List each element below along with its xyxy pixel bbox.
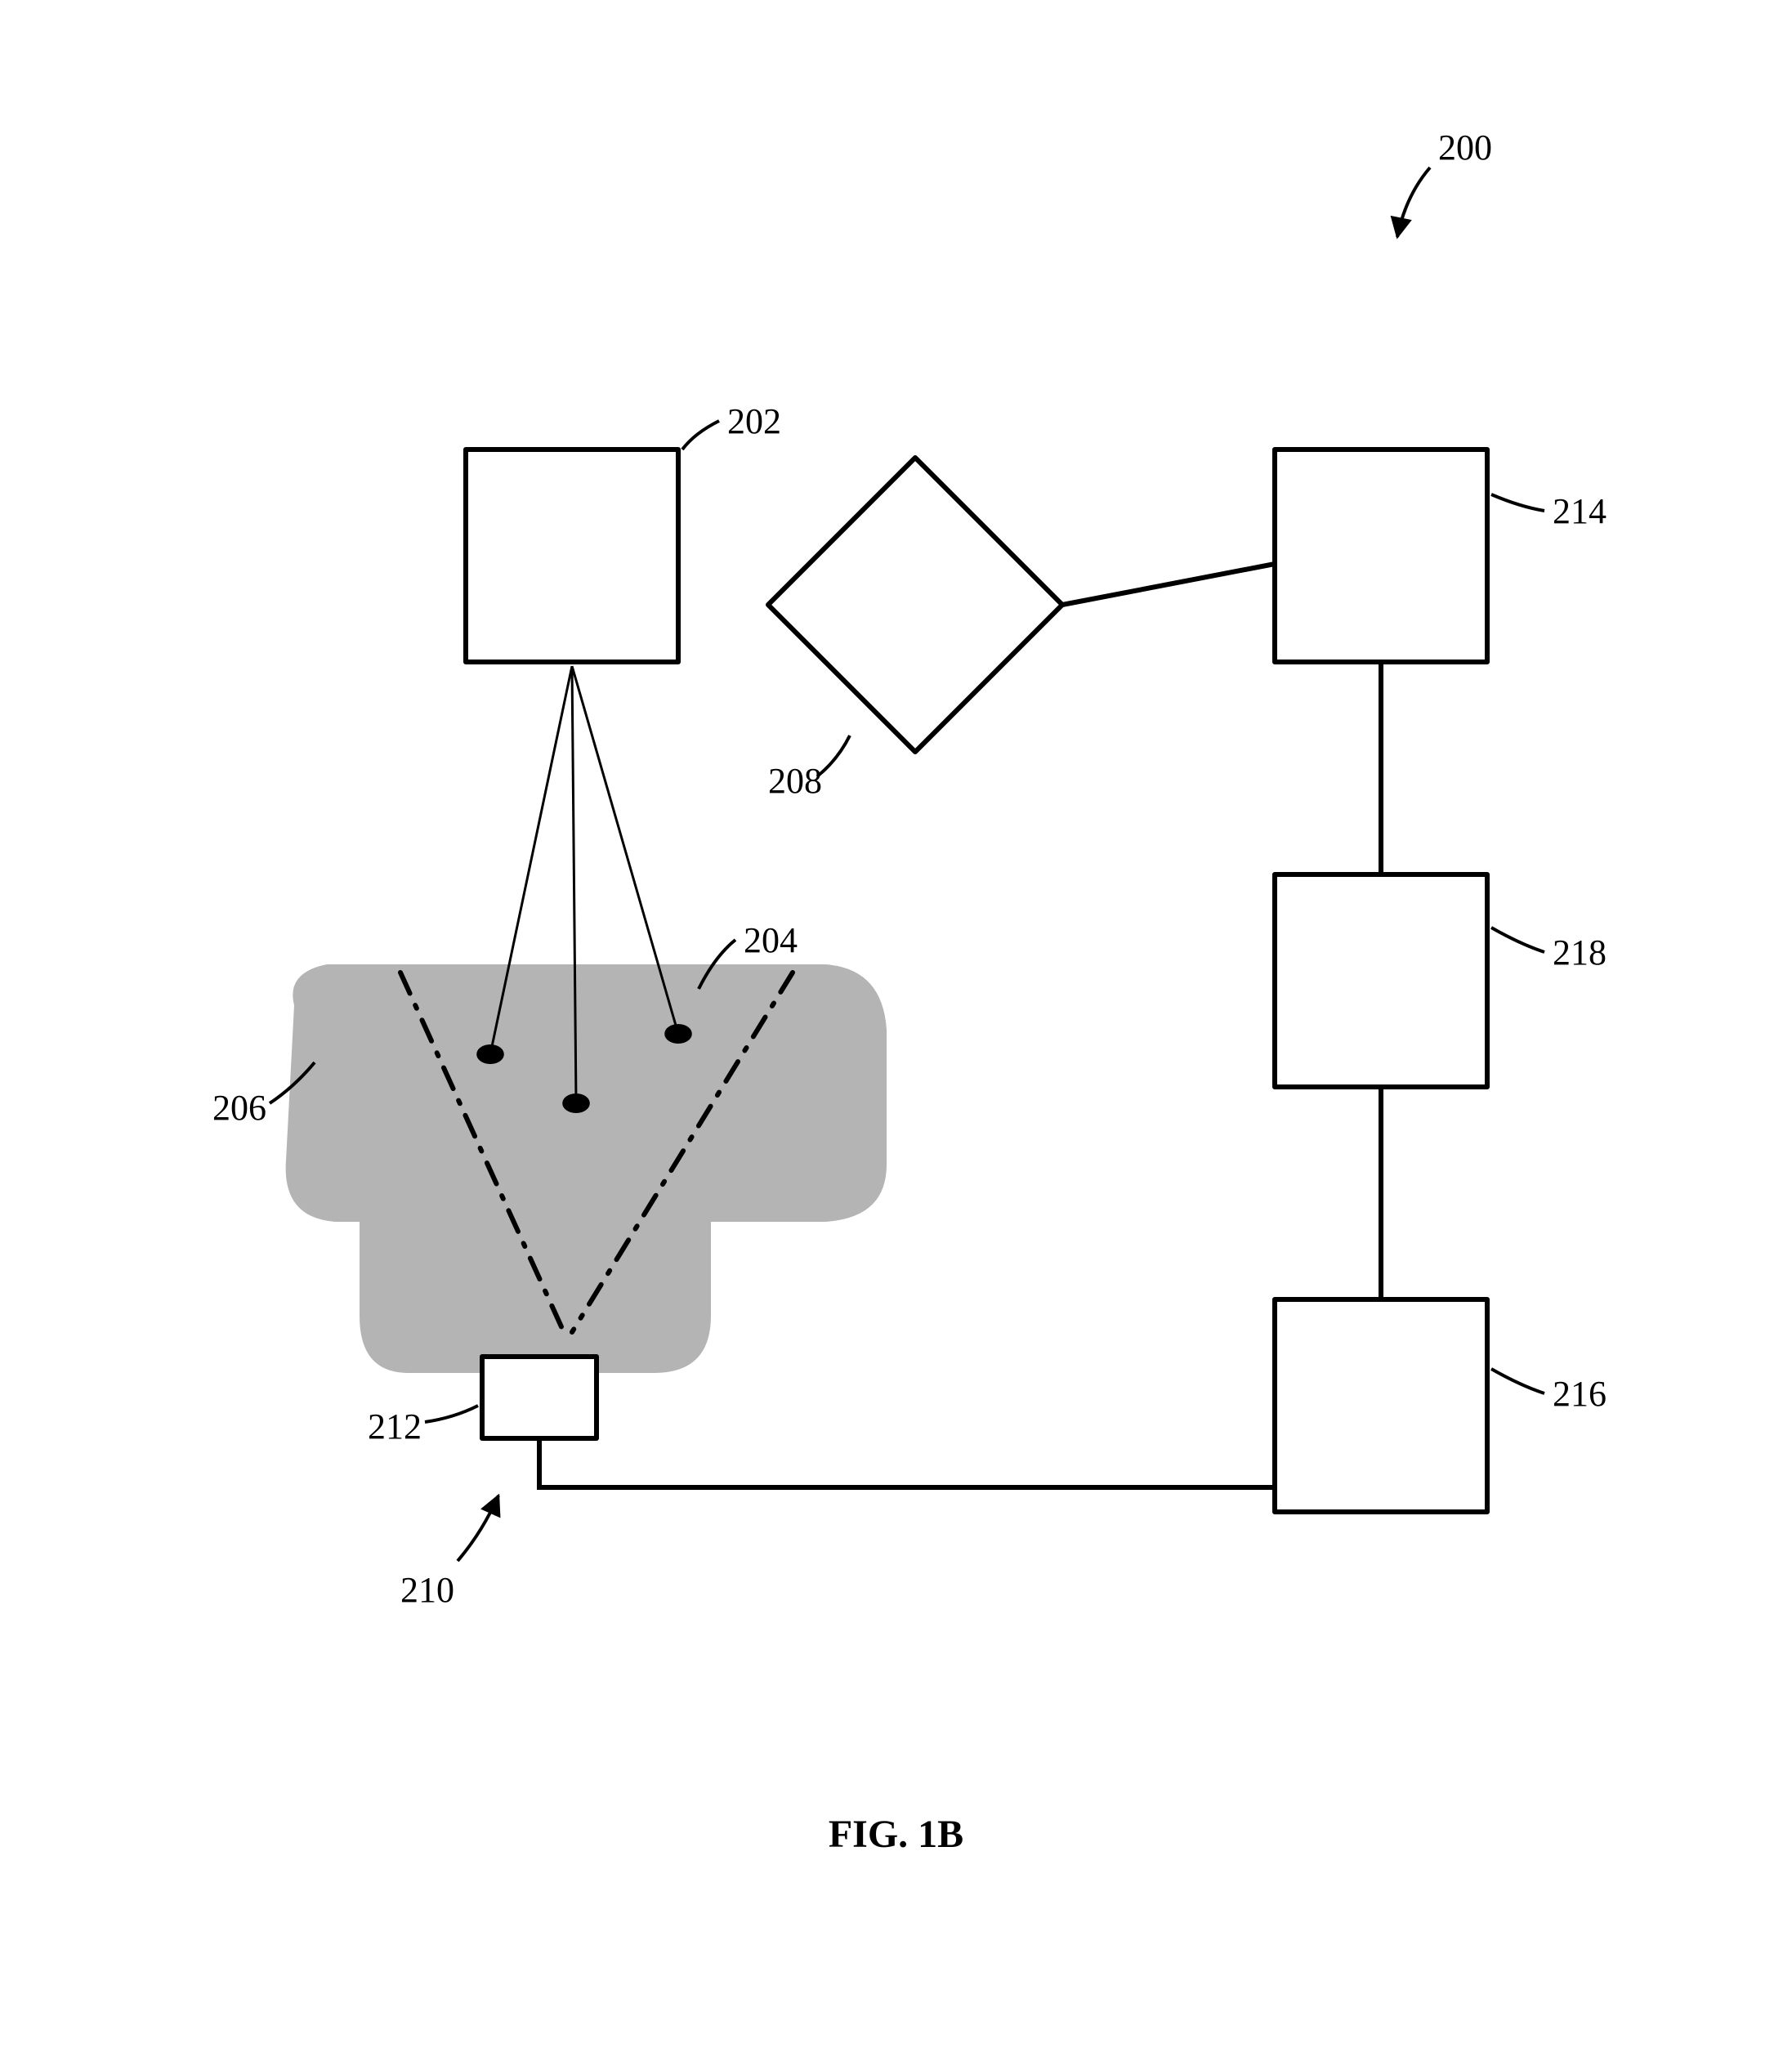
label-202: 202 — [727, 401, 781, 441]
powder-region — [286, 964, 887, 1373]
label-208: 208 — [768, 761, 822, 801]
block-208-diamond — [768, 458, 1062, 752]
block-b214 — [1275, 449, 1487, 662]
leader-l218 — [1491, 928, 1544, 952]
droplet-0 — [476, 1044, 504, 1064]
block-b218 — [1275, 874, 1487, 1087]
label-218: 218 — [1553, 932, 1607, 973]
droplet-1 — [562, 1093, 590, 1113]
leader-l214 — [1491, 494, 1544, 511]
connector-diamond-right-b214-left — [1062, 564, 1275, 605]
droplet-2 — [664, 1024, 692, 1044]
leader-l208 — [817, 736, 850, 776]
label-206: 206 — [212, 1088, 266, 1128]
leader-l212 — [425, 1406, 478, 1422]
label-212: 212 — [368, 1406, 422, 1447]
leader-l210 — [458, 1496, 498, 1561]
connector-b212-bottom-b216-left — [539, 1438, 1275, 1487]
figure-caption: FIG. 1B — [829, 1813, 963, 1856]
block-b216 — [1275, 1299, 1487, 1512]
leader-l216 — [1491, 1369, 1544, 1393]
block-b202 — [466, 449, 678, 662]
label-210: 210 — [400, 1570, 454, 1610]
label-216: 216 — [1553, 1374, 1607, 1414]
leader-l202 — [682, 421, 719, 449]
label-204: 204 — [744, 920, 798, 960]
leader-l200 — [1397, 168, 1430, 237]
label-200: 200 — [1438, 127, 1492, 168]
block-b212 — [482, 1357, 597, 1438]
label-214: 214 — [1553, 491, 1607, 531]
